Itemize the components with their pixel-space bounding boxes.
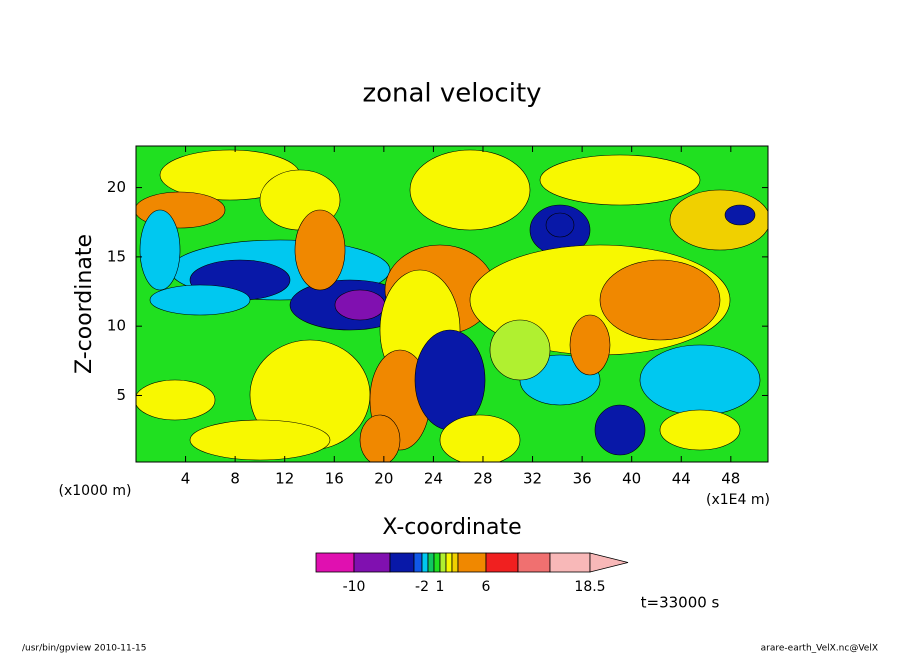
x-unit-right: (x1E4 m) [706, 492, 770, 508]
contour-region [409, 149, 531, 231]
y-tick-label: 10 [107, 317, 126, 335]
x-tick-label: 24 [424, 470, 443, 488]
x-axis-label: X-coordinate [382, 515, 521, 540]
colorbar-box [457, 552, 487, 573]
colorbar-box [445, 552, 453, 573]
colorbar-box [451, 552, 459, 573]
contour-region [489, 319, 551, 381]
colorbar-box [413, 552, 423, 573]
contour-region [439, 414, 521, 462]
y-tick-label: 15 [107, 247, 126, 265]
colorbar-tick-label: 18.5 [574, 579, 605, 595]
colorbar-tick-label: 1 [436, 579, 445, 595]
contour-region [545, 212, 575, 238]
contour-region [639, 344, 761, 416]
colorbar-extension [589, 552, 629, 573]
plot-frame [135, 145, 769, 463]
footer-left: /usr/bin/gpview 2010-11-15 [22, 644, 146, 654]
time-label: t=33000 s [641, 594, 720, 612]
colorbar-box [389, 552, 415, 573]
contour-region [724, 204, 756, 226]
x-tick-label: 20 [374, 470, 393, 488]
x-tick-label: 44 [672, 470, 691, 488]
x-tick-label: 40 [622, 470, 641, 488]
footer-right: arare-earth_VelX.nc@VelX [761, 644, 878, 654]
colorbar-box [439, 552, 447, 573]
contour-region [136, 379, 216, 421]
colorbar-box [353, 552, 391, 573]
x-tick-label: 36 [573, 470, 592, 488]
x-tick-label: 4 [181, 470, 191, 488]
x-tick-label: 16 [325, 470, 344, 488]
colorbar-box [427, 552, 435, 573]
x-tick-label: 28 [473, 470, 492, 488]
y-tick-label: 5 [116, 386, 126, 404]
colorbar-box [421, 552, 429, 573]
y-tick-label: 20 [107, 178, 126, 196]
colorbar-box [549, 552, 591, 573]
colorbar-box [433, 552, 441, 573]
colorbar-box [315, 552, 355, 573]
contour-region [334, 289, 386, 321]
contour-region [594, 404, 646, 456]
contour-region [669, 189, 768, 251]
contour-region [539, 154, 701, 206]
colorbar-tick-label: -2 [415, 579, 429, 595]
contour-region [359, 414, 401, 462]
x-tick-label: 12 [275, 470, 294, 488]
contour-region [294, 209, 346, 291]
contour-region [659, 409, 741, 451]
x-tick-label: 32 [523, 470, 542, 488]
chart-title: zonal velocity [362, 79, 541, 109]
contour-field [136, 146, 768, 462]
colorbar-box [517, 552, 551, 573]
colorbar-box [485, 552, 519, 573]
colorbar-tick-label: 6 [482, 579, 491, 595]
colorbar-tick-label: -10 [343, 579, 366, 595]
x-tick-label: 48 [721, 470, 740, 488]
x-unit-left: (x1000 m) [59, 483, 132, 499]
contour-region [149, 284, 251, 316]
contour-region [189, 419, 331, 461]
contour-region [139, 209, 181, 291]
contour-region [569, 314, 611, 376]
contour-region [599, 259, 721, 341]
x-tick-label: 8 [230, 470, 240, 488]
y-axis-label: Z-coordinate [72, 234, 97, 374]
